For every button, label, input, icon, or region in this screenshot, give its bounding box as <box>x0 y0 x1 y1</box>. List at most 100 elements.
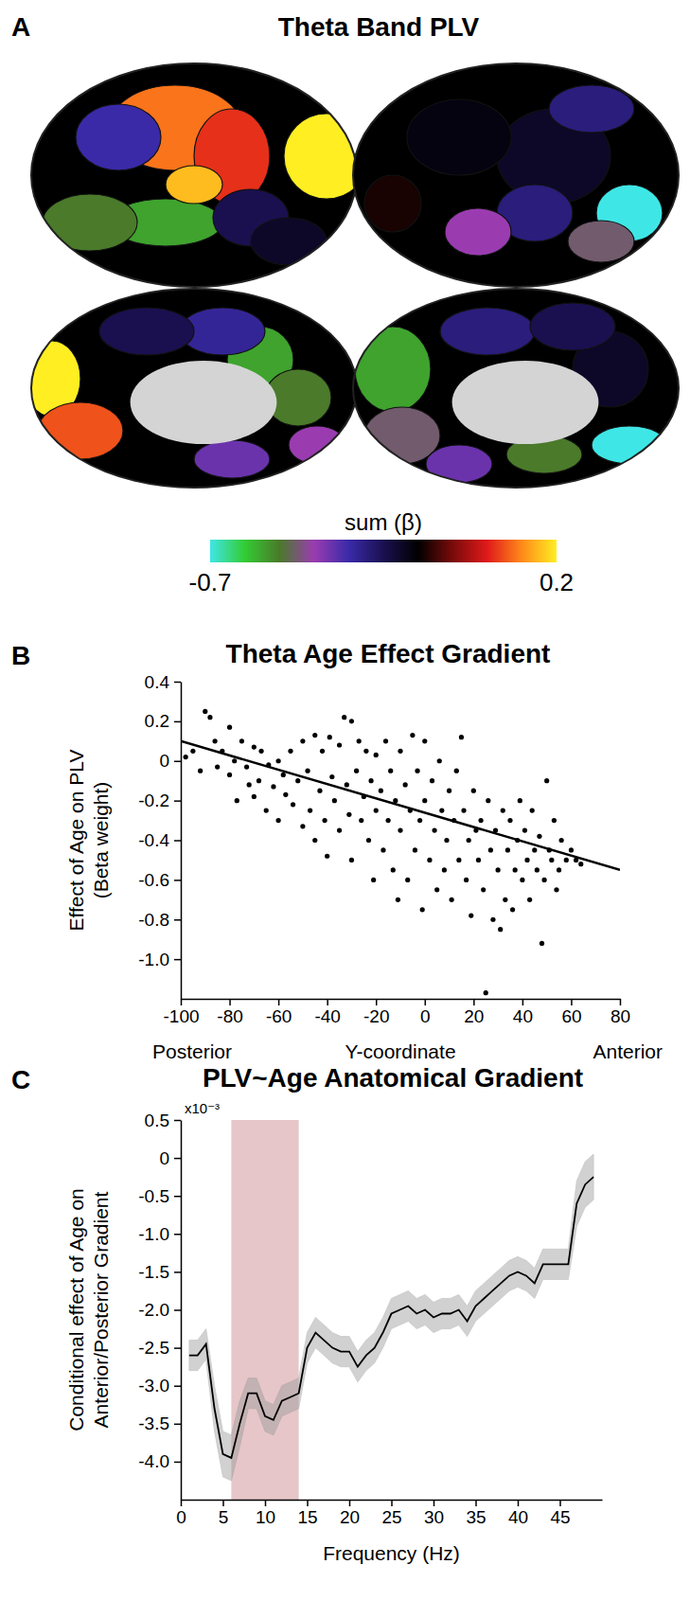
scatter-point <box>466 837 472 843</box>
colorbar-title: sum (β) <box>344 509 423 535</box>
brain-parcel <box>440 307 535 355</box>
panel-title: Theta Band PLV <box>278 12 480 42</box>
plot-area <box>189 1119 594 1500</box>
scatter-point <box>190 748 195 754</box>
scatter-point <box>422 797 427 803</box>
y-axis-tick-mark <box>174 1384 181 1387</box>
figure-svg: ATheta Band PLVsum (β)-0.70.2BTheta Age … <box>0 0 690 1600</box>
y-axis-tick-label: -0.6 <box>138 869 170 890</box>
x-axis-tick-label: 80 <box>610 1006 631 1027</box>
scatter-point <box>227 725 232 730</box>
y-axis-tick-mark <box>174 1423 181 1426</box>
brain-parcel <box>37 402 124 460</box>
panel-letter: B <box>11 640 31 671</box>
scatter-point <box>513 866 518 872</box>
scatter-point <box>468 912 474 918</box>
x-axis-tick: 20 <box>463 998 484 1027</box>
scatter-point <box>290 801 296 807</box>
scatter-point <box>270 783 276 789</box>
y-axis-title: Conditional effect of Age on <box>65 1187 88 1431</box>
y-axis-tick-label: -1.0 <box>138 949 170 970</box>
x-axis-tick: 0 <box>176 1499 187 1527</box>
brain-surface <box>31 63 370 287</box>
x-axis-tick-mark <box>390 1499 393 1506</box>
scatter-point <box>392 797 398 803</box>
scatter-point <box>346 812 352 817</box>
y-axis-tick: -1.0 <box>138 1223 181 1244</box>
y-axis-tick-label: -2.0 <box>138 1299 170 1320</box>
x-axis-tick: 20 <box>339 1499 360 1527</box>
x-axis-tick-label: 40 <box>513 1006 533 1027</box>
brain-surface <box>353 63 679 287</box>
scatter-point <box>300 738 305 744</box>
x-axis-tick: 15 <box>297 1499 318 1527</box>
y-axis-tick-label: -3.5 <box>138 1413 170 1434</box>
scatter-point <box>536 833 542 839</box>
scatter-point <box>548 857 554 863</box>
x-axis-tick-label: 45 <box>549 1506 570 1527</box>
scatter-point <box>281 772 286 778</box>
scatter-point <box>519 877 525 883</box>
y-axis-tick: 0.5 <box>144 1110 181 1131</box>
scatter-point <box>485 797 491 803</box>
brain-outline <box>31 63 357 287</box>
scatter-point <box>502 897 508 903</box>
scatter-point <box>541 877 547 883</box>
y-axis-tick-mark <box>174 919 181 921</box>
x-axis-tick-label: 30 <box>424 1506 444 1527</box>
y-axis-tick-mark <box>174 1157 181 1160</box>
y-axis-multiplier: x10⁻³ <box>184 1099 220 1116</box>
brain-parcel <box>425 444 493 483</box>
x-axis-tick: 5 <box>218 1499 230 1527</box>
x-axis-tick: 60 <box>561 998 582 1027</box>
scatter-point <box>471 788 477 794</box>
x-axis-tick-mark <box>424 998 427 1006</box>
x-axis: -100-80-60-40-20020406080 <box>162 998 631 1027</box>
x-axis-tick: 25 <box>381 1499 402 1527</box>
brain-surface <box>23 288 357 488</box>
scatter-point <box>490 917 496 922</box>
scatter-point <box>307 807 313 813</box>
brain-parcel <box>354 326 431 412</box>
scatter-point <box>578 861 584 867</box>
x-axis-tick-mark <box>570 998 573 1006</box>
scatter-point <box>378 788 384 794</box>
x-axis-tick-label: -80 <box>216 1006 243 1027</box>
plot-area <box>180 708 620 996</box>
scatter-point <box>183 754 189 760</box>
scatter-point <box>507 817 513 823</box>
x-axis-tick: 0 <box>420 998 431 1027</box>
scatter-point <box>356 738 362 744</box>
y-axis: 0.40.20-0.2-0.4-0.6-0.8-1.0 <box>138 672 181 1000</box>
y-axis-title: (Beta weight) <box>89 781 112 900</box>
y-axis-tick-label: 0.5 <box>144 1110 170 1131</box>
x-axis-tick-mark <box>326 998 329 1006</box>
x-axis: 051015202530354045 <box>176 1499 602 1527</box>
x-axis-tick-label: 5 <box>218 1506 230 1527</box>
y-axis-tick: -1.5 <box>138 1261 181 1282</box>
scatter-point <box>395 897 401 903</box>
x-axis-tick-mark <box>349 1499 352 1506</box>
scatter-point <box>544 778 549 783</box>
scatter-point <box>443 837 449 843</box>
y-axis-tick-mark <box>174 1195 181 1198</box>
y-axis-tick-label: -1.0 <box>138 1223 170 1244</box>
scatter-point <box>539 940 545 946</box>
y-axis-tick-label: 0.2 <box>144 710 170 731</box>
scatter-point <box>442 866 447 872</box>
scatter-point <box>439 807 444 813</box>
scatter-point <box>197 768 203 774</box>
x-axis-tick-label: -40 <box>314 1006 340 1027</box>
scatter-point <box>312 732 318 738</box>
scatter-point <box>388 768 393 774</box>
scatter-point <box>429 778 435 783</box>
mean-line <box>189 1176 594 1458</box>
x-axis-tick-mark <box>306 1499 309 1506</box>
brain-parcel <box>364 175 422 232</box>
error-band <box>189 1153 594 1481</box>
panel-title: Theta Age Effect Gradient <box>226 638 551 669</box>
scatter-point <box>317 788 322 794</box>
y-axis-tick: 0 <box>159 750 181 771</box>
brain-medial-wall <box>130 360 278 444</box>
scatter-point <box>332 797 337 803</box>
